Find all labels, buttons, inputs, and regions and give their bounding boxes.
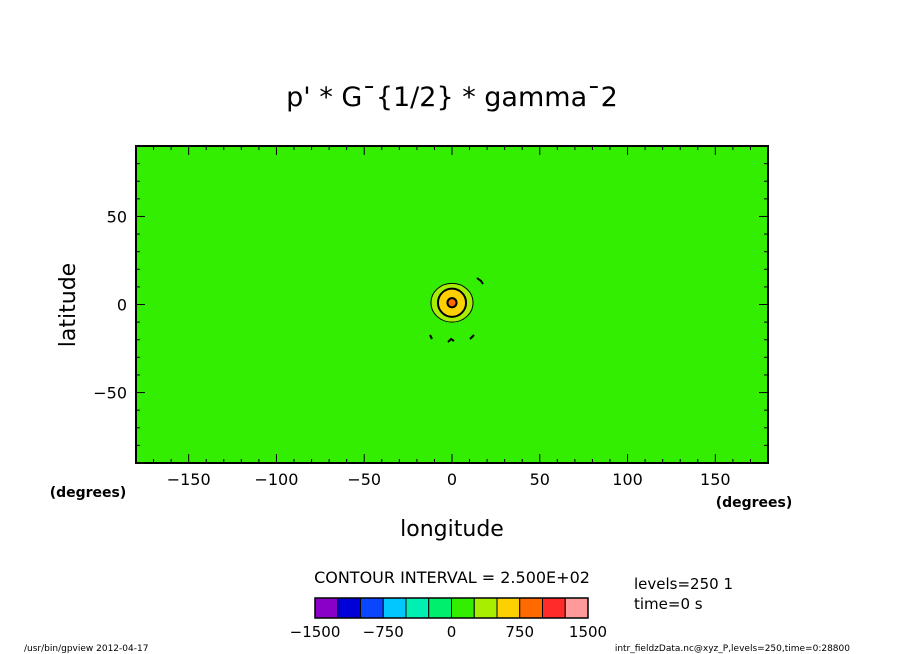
colorbar-swatch bbox=[519, 597, 543, 619]
y-units-label: (degrees) bbox=[50, 485, 127, 501]
contour-interval-text: CONTOUR INTERVAL = 2.500E+02 bbox=[314, 568, 590, 587]
colorbar-labels: −1500 −750 0 750 1500 bbox=[290, 623, 607, 641]
x-tick-label: −150 bbox=[167, 470, 211, 489]
x-tick-label: 0 bbox=[447, 470, 457, 489]
colorbar-swatch bbox=[360, 597, 384, 619]
colorbar-swatch bbox=[428, 597, 452, 619]
time-text: time=0 s bbox=[634, 595, 703, 613]
y-tick-label: −50 bbox=[93, 384, 127, 403]
x-tick-labels: −150 −100 −50 0 50 100 150 bbox=[167, 470, 731, 489]
contour-features bbox=[430, 282, 474, 323]
contour-dash bbox=[476, 277, 484, 285]
contour-dash bbox=[429, 334, 433, 340]
colorbar bbox=[314, 597, 589, 619]
contour-center-core bbox=[446, 297, 458, 309]
axis-ticks bbox=[136, 146, 768, 463]
x-tick-label: 50 bbox=[530, 470, 550, 489]
y-tick-label: 0 bbox=[117, 296, 127, 315]
x-tick-label: 150 bbox=[700, 470, 731, 489]
colorbar-label: −1500 bbox=[290, 623, 341, 641]
footer-left: /usr/bin/gpview 2012-04-17 bbox=[24, 644, 148, 654]
colorbar-swatch bbox=[314, 597, 339, 619]
x-tick-label: −100 bbox=[254, 470, 298, 489]
colorbar-swatch bbox=[473, 597, 498, 619]
colorbar-label: 0 bbox=[447, 623, 457, 641]
x-axis-label: longitude bbox=[400, 517, 504, 542]
colorbar-swatch bbox=[382, 597, 407, 619]
x-tick-label: 100 bbox=[612, 470, 643, 489]
levels-text: levels=250 1 bbox=[634, 575, 733, 593]
negative-contour-dashes bbox=[429, 277, 484, 343]
colorbar-swatch bbox=[496, 597, 521, 619]
colorbar-swatch bbox=[405, 597, 430, 619]
colorbar-swatch bbox=[542, 597, 566, 619]
footer-right: intr_fieldzData.nc@xyz_P,levels=250,time… bbox=[615, 644, 850, 654]
x-units-label: (degrees) bbox=[716, 495, 793, 511]
x-tick-label: −50 bbox=[347, 470, 381, 489]
contour-dash bbox=[447, 337, 455, 343]
contour-dash bbox=[469, 334, 475, 340]
colorbar-label: −750 bbox=[363, 623, 404, 641]
chart-title: p' * G¯{1/2} * gamma¯2 bbox=[286, 82, 618, 113]
colorbar-swatch bbox=[337, 597, 361, 619]
y-tick-labels: 50 0 −50 bbox=[93, 207, 127, 402]
colorbar-label: 750 bbox=[505, 623, 534, 641]
colorbar-swatch bbox=[564, 597, 589, 619]
colorbar-label: 1500 bbox=[569, 623, 607, 641]
colorbar-swatch bbox=[451, 597, 475, 619]
y-axis-label: latitude bbox=[56, 263, 81, 347]
colorbar-frame bbox=[314, 597, 589, 619]
y-tick-label: 50 bbox=[107, 207, 127, 226]
